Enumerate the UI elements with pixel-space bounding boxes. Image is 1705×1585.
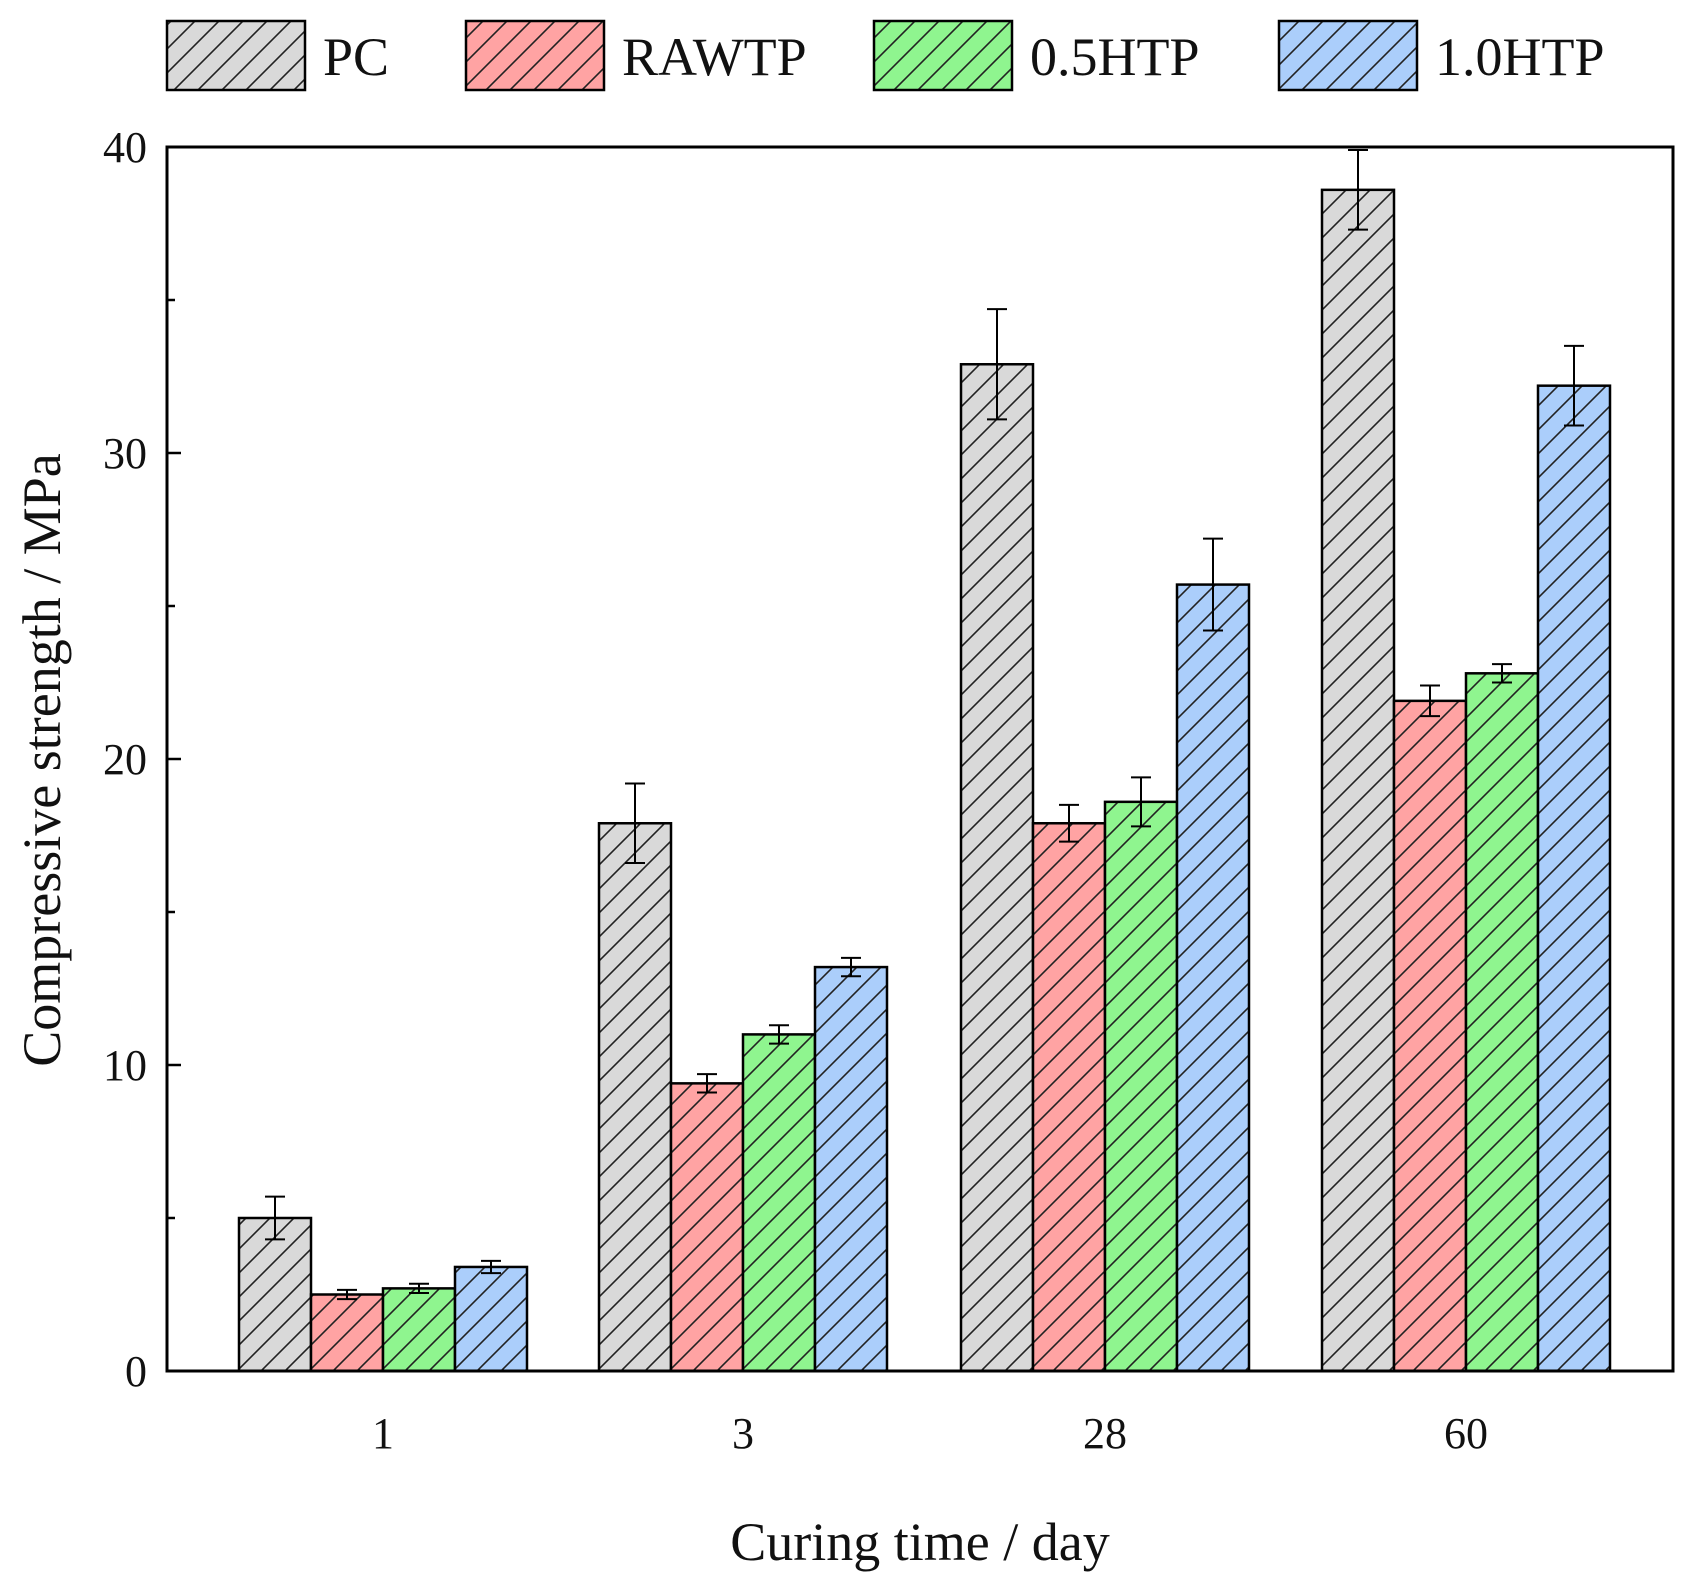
- error-bar-1-0htp-day-1: [481, 1259, 501, 1275]
- x-axis-ticks: 1 3 28 60: [372, 1409, 1488, 1458]
- legend-label: RAWTP: [622, 27, 807, 87]
- error-bar-pc-day-3: [625, 782, 645, 865]
- y-tick-label: 10: [103, 1041, 147, 1090]
- x-tick-label: 28: [1083, 1409, 1127, 1458]
- x-tick-label: 3: [732, 1409, 754, 1458]
- bars-group: [237, 149, 1612, 1373]
- y-tick-label: 0: [125, 1347, 147, 1396]
- bar-pc-day-3: [597, 822, 673, 1373]
- legend-swatch: [165, 19, 307, 92]
- x-tick-label: 60: [1444, 1409, 1488, 1458]
- bar-pc-day-60: [1320, 188, 1396, 1373]
- bar-0-5htp-day-28: [1103, 800, 1179, 1373]
- bar-1-0htp-day-3: [813, 965, 889, 1373]
- y-tick-label: 40: [103, 123, 147, 172]
- error-bar-1-0htp-day-28: [1203, 537, 1223, 632]
- bar-1-0htp-day-1: [453, 1265, 529, 1373]
- bar-pc-day-1: [237, 1216, 313, 1373]
- error-bar-0-5htp-day-1: [409, 1282, 429, 1294]
- legend-swatch: [1277, 19, 1419, 92]
- bar-1-0htp-day-60: [1536, 384, 1612, 1373]
- error-bar-rawtp-day-1: [337, 1288, 357, 1301]
- x-axis-title: Curing time / day: [730, 1512, 1109, 1572]
- legend-item-0-5htp: 0.5HTP: [872, 19, 1200, 92]
- bar-1-0htp-day-28: [1175, 583, 1251, 1373]
- x-tick-label: 1: [372, 1409, 394, 1458]
- legend-item-pc: PC: [165, 19, 389, 92]
- y-axis-title: Compressive strength / MPa: [12, 453, 72, 1066]
- legend-item-1-0htp: 1.0HTP: [1277, 19, 1605, 92]
- bar-rawtp-day-3: [669, 1082, 745, 1373]
- legend-swatch: [872, 19, 1014, 92]
- bar-0-5htp-day-1: [381, 1287, 457, 1373]
- legend-label: PC: [323, 27, 389, 87]
- bar-rawtp-day-1: [309, 1293, 385, 1373]
- error-bar-rawtp-day-3: [697, 1073, 717, 1094]
- y-tick-label: 30: [103, 429, 147, 478]
- bar-rawtp-day-28: [1031, 822, 1107, 1373]
- legend-label: 0.5HTP: [1030, 27, 1200, 87]
- bar-rawtp-day-60: [1392, 699, 1468, 1373]
- error-bar-0-5htp-day-60: [1492, 663, 1512, 684]
- y-axis-ticks: 0 10 20 30 40: [103, 123, 181, 1396]
- legend: PC RAWTP 0.5HTP 1.0HTP: [165, 19, 1605, 92]
- legend-swatch: [464, 19, 606, 92]
- y-tick-label: 20: [103, 735, 147, 784]
- error-bar-1-0htp-day-3: [841, 956, 861, 978]
- error-bar-rawtp-day-28: [1059, 803, 1079, 843]
- error-bar-pc-day-28: [987, 308, 1007, 421]
- error-bar-rawtp-day-60: [1420, 684, 1440, 718]
- error-bar-pc-day-1: [265, 1195, 285, 1241]
- bar-pc-day-28: [959, 363, 1035, 1373]
- bar-0-5htp-day-3: [741, 1033, 817, 1373]
- error-bar-1-0htp-day-60: [1564, 344, 1584, 427]
- bar-0-5htp-day-60: [1464, 672, 1540, 1373]
- error-bar-0-5htp-day-28: [1131, 776, 1151, 828]
- legend-label: 1.0HTP: [1435, 27, 1605, 87]
- legend-item-rawtp: RAWTP: [464, 19, 807, 92]
- error-bar-0-5htp-day-3: [769, 1024, 789, 1045]
- error-bar-pc-day-60: [1348, 149, 1368, 231]
